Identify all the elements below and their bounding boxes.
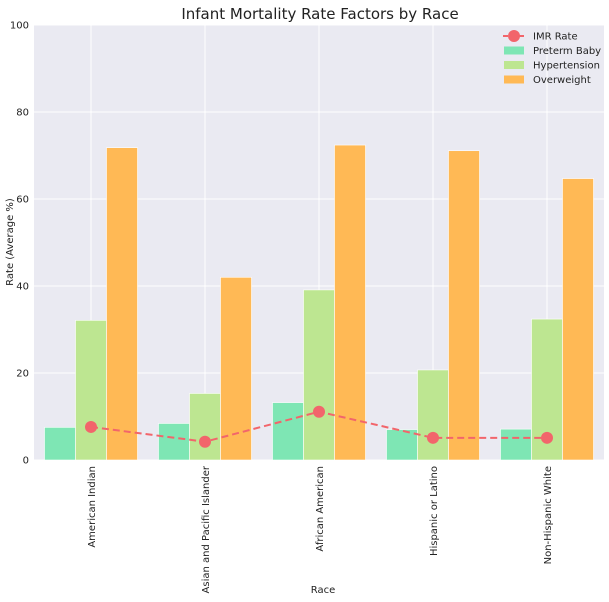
bar-overweight [106, 147, 138, 461]
legend: IMR Rate Preterm Baby Hypertension Overweig… [503, 30, 601, 86]
bar-preterm-baby [386, 429, 418, 461]
y-ticks: 0 20 40 60 80 100 [10, 21, 29, 467]
legend-label: Overweight [533, 75, 591, 86]
bar-preterm-baby [500, 428, 532, 461]
bar-overweight [448, 150, 480, 461]
x-tick-label: American Indian [87, 466, 98, 548]
x-tick-label: Asian and Pacific Islander [201, 465, 212, 593]
y-tick-label: 80 [16, 108, 29, 119]
y-tick-label: 60 [16, 195, 29, 206]
y-tick-label: 40 [16, 282, 29, 293]
legend-label: Preterm Baby [533, 46, 601, 57]
point-imr-rate [85, 420, 97, 433]
point-imr-rate [199, 435, 211, 448]
bar-overweight [562, 178, 594, 461]
x-axis-label: Race [311, 585, 336, 596]
y-axis-label: Rate (Average %) [5, 198, 16, 286]
point-imr-rate [541, 431, 553, 444]
imr-line [85, 405, 553, 448]
legend-label: IMR Rate [533, 32, 578, 43]
bars [44, 144, 594, 461]
point-imr-rate [313, 405, 325, 418]
legend-swatch [504, 75, 524, 84]
bar-preterm-baby [44, 427, 76, 461]
legend-marker [508, 30, 520, 42]
y-tick-label: 20 [16, 369, 29, 380]
bar-hypertension [189, 393, 221, 461]
bar-preterm-baby [158, 423, 190, 461]
bar-overweight [220, 276, 252, 461]
chart-title: Infant Mortality Rate Factors by Race [181, 5, 458, 23]
bar-hypertension [303, 289, 335, 461]
x-tick-label: Hispanic or Latino [429, 466, 440, 556]
y-tick-label: 0 [23, 456, 29, 467]
legend-label: Hypertension [533, 61, 600, 72]
bar-overweight [334, 144, 366, 461]
bar-hypertension [417, 369, 449, 461]
point-imr-rate [427, 431, 439, 444]
bar-preterm-baby [272, 402, 304, 461]
y-tick-label: 100 [10, 21, 29, 32]
bar-hypertension [75, 320, 107, 461]
x-ticks: American Indian Asian and Pacific Islande… [87, 465, 554, 593]
legend-swatch [504, 46, 524, 55]
x-tick-label: African American [315, 466, 326, 552]
x-tick-label: Non-Hispanic White [543, 466, 554, 564]
legend-swatch [504, 61, 524, 69]
